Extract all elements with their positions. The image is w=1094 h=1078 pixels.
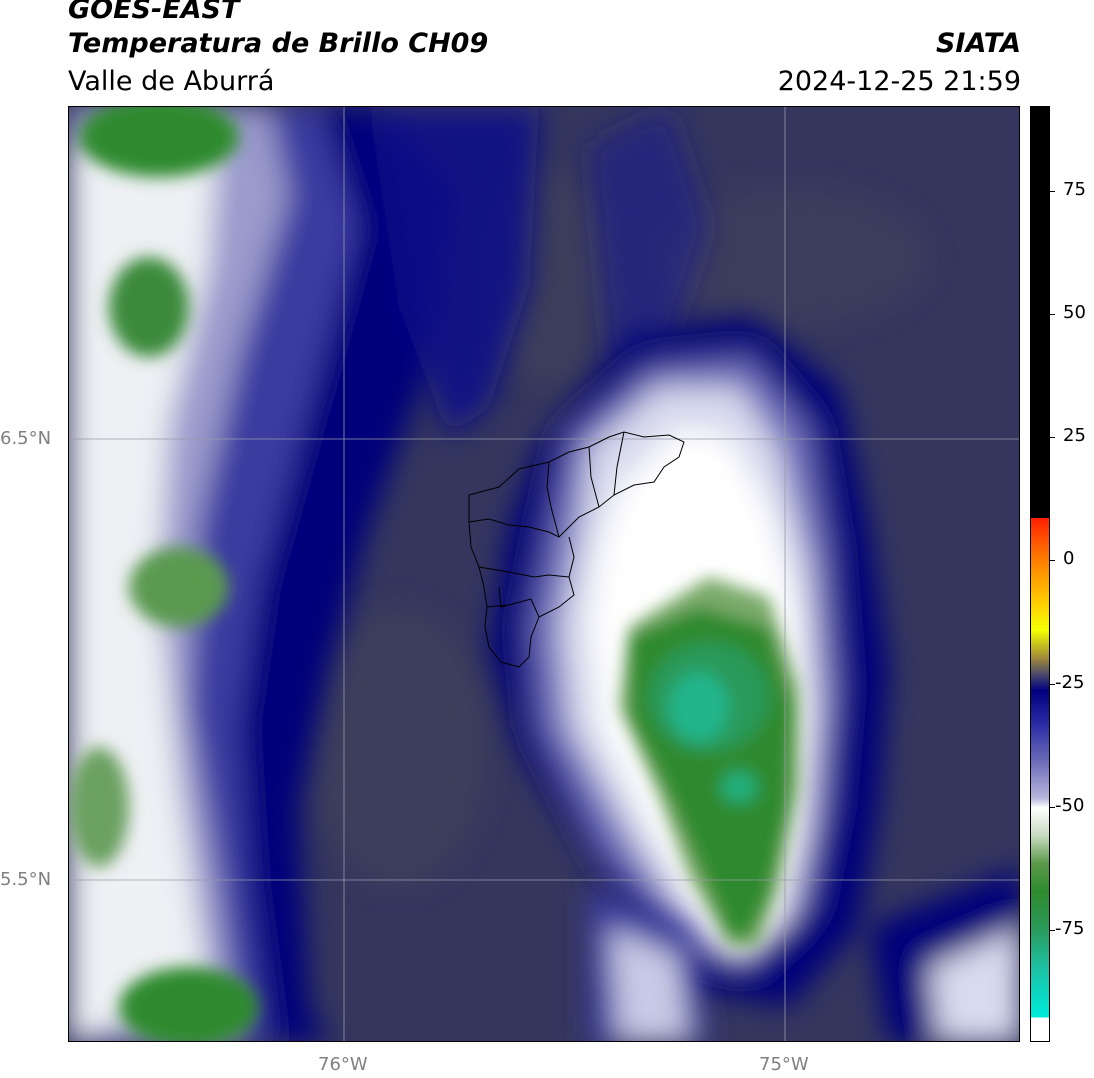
title-region: Valle de Aburrá [68,66,275,97]
title-satellite: GOES-EAST [68,0,240,25]
brightness-temperature-map [68,106,1020,1042]
colorbar-tick [1050,191,1055,192]
lon-label-75: 75°W [759,1054,809,1075]
colorbar-tick [1050,930,1055,931]
colorbar-label-minus25: -25 [1055,672,1085,693]
colorbar-tick [1050,684,1055,685]
lon-label-76: 76°W [318,1054,368,1075]
title-product: Temperatura de Brillo CH09 [68,28,489,59]
colorbar-label-50: 50 [1063,302,1086,323]
colorbar-label-25: 25 [1063,425,1086,446]
colorbar-tick [1050,437,1055,438]
colorbar-tick [1050,560,1055,561]
left-green-patches [69,107,259,1041]
organization-label: SIATA [935,28,1021,59]
colorbar-label-75: 75 [1063,179,1086,200]
colorbar-tick [1050,807,1055,808]
colorbar-label-minus75: -75 [1055,918,1085,939]
municipal-boundaries [468,431,685,668]
colorbar-tick [1050,314,1055,315]
lat-label-5.5: 5.5°N [0,869,52,890]
lat-label-6.5: 6.5°N [0,428,52,449]
colorbar-label-minus50: -50 [1055,795,1085,816]
colorbar-label-0: 0 [1063,548,1075,569]
colorbar [1030,106,1050,1042]
datetime-label: 2024-12-25 21:59 [777,66,1021,97]
storm-core [619,577,799,947]
map-image [69,107,1019,1041]
